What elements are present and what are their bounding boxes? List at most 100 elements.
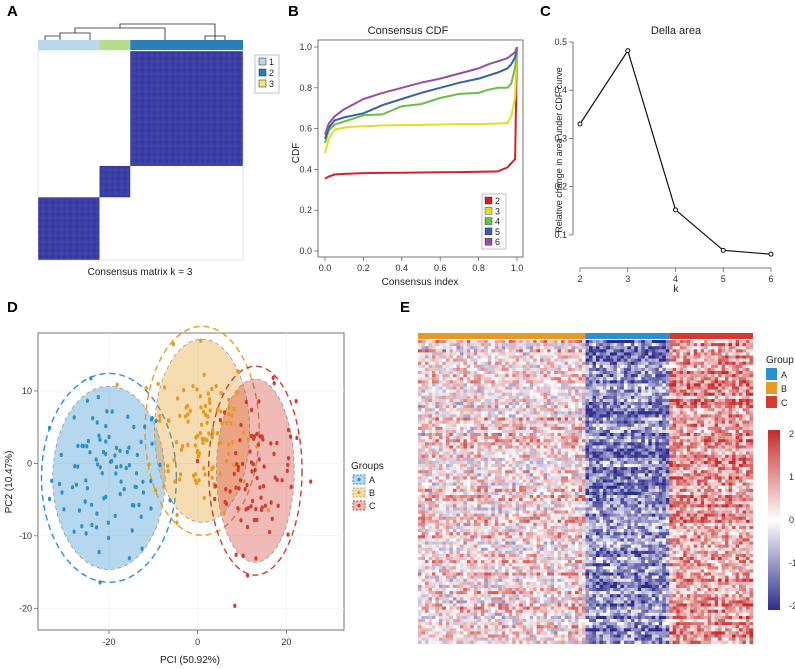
heatmap-cell	[582, 491, 586, 496]
heatmap-cell	[452, 557, 457, 561]
heatmap-cell	[425, 609, 429, 613]
heatmap-cell	[547, 361, 551, 365]
heatmap-cell	[418, 560, 422, 564]
expression-heatmap	[418, 333, 754, 644]
heatmap-cell	[561, 615, 565, 620]
heatmap-cell	[529, 402, 534, 406]
heatmap-cell	[557, 352, 562, 356]
heatmap-cell	[575, 470, 579, 474]
heatmap-cell	[494, 405, 499, 409]
heatmap-cell	[526, 355, 530, 359]
heatmap-cell	[473, 501, 478, 505]
heatmap-cell	[442, 560, 447, 564]
heatmap-cell	[533, 420, 537, 424]
heatmap-cell	[505, 448, 509, 452]
heatmap-cell	[547, 470, 551, 474]
cdf-x-tick-label: 0.4	[396, 263, 409, 273]
heatmap-cell	[498, 603, 502, 607]
heatmap-cell	[438, 538, 443, 542]
heatmap-cell	[519, 491, 523, 496]
heatmap-cell	[561, 361, 565, 365]
heatmap-cell	[575, 619, 579, 623]
heatmap-cell	[557, 479, 562, 483]
heatmap-cell	[501, 597, 506, 601]
heatmap-cell	[480, 398, 485, 403]
heatmap-cell	[473, 485, 478, 489]
heatmap-cell	[459, 417, 464, 421]
heatmap-cell	[491, 495, 495, 499]
heatmap-cell	[480, 491, 485, 496]
heatmap-cell	[501, 346, 506, 350]
heatmap-cell	[459, 405, 464, 409]
heatmap-cell	[557, 439, 562, 443]
heatmap-cell	[425, 550, 429, 555]
heatmap-cell	[501, 355, 506, 359]
heatmap-cell	[484, 547, 488, 551]
heatmap-cell	[480, 507, 485, 511]
heatmap-cell	[428, 488, 433, 493]
heatmap-cell	[425, 498, 429, 502]
heatmap-cell	[554, 405, 558, 409]
heatmap-cell	[557, 615, 562, 620]
heatmap-cell	[452, 383, 457, 387]
heatmap-cell	[425, 541, 429, 545]
heatmap-cell	[449, 606, 454, 610]
heatmap-cell	[543, 488, 548, 493]
panel-letter-b: B	[288, 3, 299, 20]
heatmap-cell	[508, 578, 513, 582]
pca-point-A	[57, 481, 62, 487]
heatmap-cell	[477, 631, 481, 635]
heatmap-cell	[582, 560, 586, 564]
heatmap-cell	[575, 544, 579, 548]
heatmap-cell	[543, 535, 548, 539]
heatmap-cell	[452, 513, 457, 517]
heatmap-cell	[564, 600, 569, 604]
heatmap-cell	[456, 553, 461, 558]
heatmap-cell	[456, 504, 461, 508]
heatmap-cell	[547, 405, 551, 409]
heatmap-cell	[466, 622, 471, 626]
heatmap-cell	[505, 600, 509, 604]
heatmap-cell	[491, 612, 495, 617]
pca-point-B	[201, 440, 205, 446]
heatmap-cell	[529, 609, 534, 613]
heatmap-cell	[571, 609, 576, 613]
pca-point-A	[85, 444, 89, 449]
heatmap-cell	[557, 349, 562, 353]
heatmap-annotation-A	[585, 333, 670, 339]
heatmap-cell	[470, 392, 474, 396]
heatmap-cell	[484, 380, 488, 384]
heatmap-cell	[473, 557, 478, 561]
heatmap-cell	[550, 491, 555, 496]
heatmap-cell	[568, 513, 572, 517]
heatmap-cell	[543, 588, 548, 592]
heatmap-cell	[438, 498, 443, 502]
heatmap-cell	[484, 417, 488, 421]
heatmap-cell	[512, 442, 516, 446]
pca-point-B	[210, 475, 214, 480]
heatmap-cell	[438, 519, 443, 524]
heatmap-cell	[519, 538, 523, 542]
heatmap-cell	[421, 395, 426, 400]
heatmap-cell	[463, 479, 468, 483]
heatmap-cell	[547, 504, 551, 508]
pca-point-A	[95, 511, 99, 516]
heatmap-cell	[564, 597, 569, 601]
heatmap-cell	[466, 402, 471, 406]
heatmap-cell	[480, 457, 485, 462]
heatmap-cell	[571, 529, 576, 533]
heatmap-cell	[442, 398, 447, 403]
heatmap-cell	[505, 485, 509, 489]
heatmap-cell	[425, 426, 429, 431]
heatmap-cell	[452, 550, 457, 555]
heatmap-cell	[575, 473, 579, 477]
heatmap-cell	[536, 377, 541, 381]
delta-point-k3	[625, 48, 631, 54]
heatmap-cell	[508, 377, 513, 381]
heatmap-cell	[568, 405, 572, 409]
heatmap-cell	[421, 526, 426, 530]
heatmap-cell	[515, 504, 520, 508]
heatmap-cell	[568, 498, 572, 502]
heatmap-cell	[456, 606, 461, 610]
heatmap-cell	[480, 526, 485, 530]
